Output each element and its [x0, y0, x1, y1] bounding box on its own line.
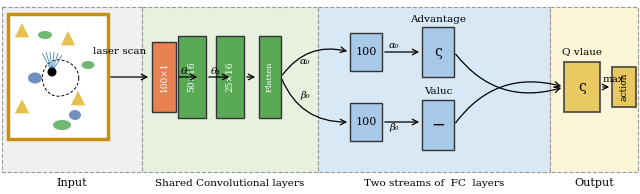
Text: Shared Convolutional layers: Shared Convolutional layers	[156, 178, 305, 187]
Text: Input: Input	[57, 178, 87, 188]
Ellipse shape	[38, 31, 52, 39]
Text: ς: ς	[434, 45, 442, 59]
Bar	[550, 7, 638, 172]
Text: 100: 100	[355, 47, 377, 57]
Bar	[350, 33, 382, 71]
Text: −: −	[431, 117, 445, 133]
Text: max: max	[603, 74, 625, 83]
Bar	[142, 7, 318, 172]
Text: ς: ς	[578, 80, 586, 94]
Text: action: action	[620, 73, 628, 101]
Text: Q vlaue: Q vlaue	[562, 48, 602, 56]
Bar	[152, 42, 176, 112]
Text: 100×1: 100×1	[159, 62, 168, 92]
Text: α₀: α₀	[300, 57, 310, 67]
Text: 25×16: 25×16	[225, 62, 234, 92]
Ellipse shape	[28, 73, 42, 83]
Bar	[216, 36, 244, 118]
Text: β₀: β₀	[300, 90, 310, 100]
Polygon shape	[15, 99, 29, 113]
Bar	[8, 14, 108, 139]
Text: laser scan: laser scan	[93, 48, 147, 56]
Text: Valuc: Valuc	[424, 87, 452, 96]
Bar	[259, 36, 281, 118]
Text: Advantage: Advantage	[410, 15, 466, 23]
Bar	[564, 62, 600, 112]
Text: 50×16: 50×16	[188, 62, 196, 92]
Text: β₀: β₀	[389, 124, 399, 133]
Polygon shape	[71, 91, 85, 105]
Text: Two streams of  FC  layers: Two streams of FC layers	[364, 178, 504, 187]
Bar	[318, 7, 550, 172]
Circle shape	[47, 68, 56, 76]
Bar	[2, 7, 142, 172]
Text: Flatten: Flatten	[266, 62, 274, 92]
Bar	[178, 36, 206, 118]
Polygon shape	[61, 31, 76, 45]
Text: Output: Output	[574, 178, 614, 188]
Text: α₀: α₀	[388, 42, 399, 50]
Bar	[350, 103, 382, 141]
Bar	[422, 100, 454, 150]
Bar	[612, 67, 636, 107]
Text: θ₁: θ₁	[211, 68, 221, 76]
Bar	[422, 27, 454, 77]
Ellipse shape	[69, 110, 81, 120]
Text: 100: 100	[355, 117, 377, 127]
Ellipse shape	[81, 61, 95, 69]
Polygon shape	[15, 23, 29, 37]
Ellipse shape	[53, 120, 71, 130]
Text: θ₀: θ₀	[181, 68, 191, 76]
